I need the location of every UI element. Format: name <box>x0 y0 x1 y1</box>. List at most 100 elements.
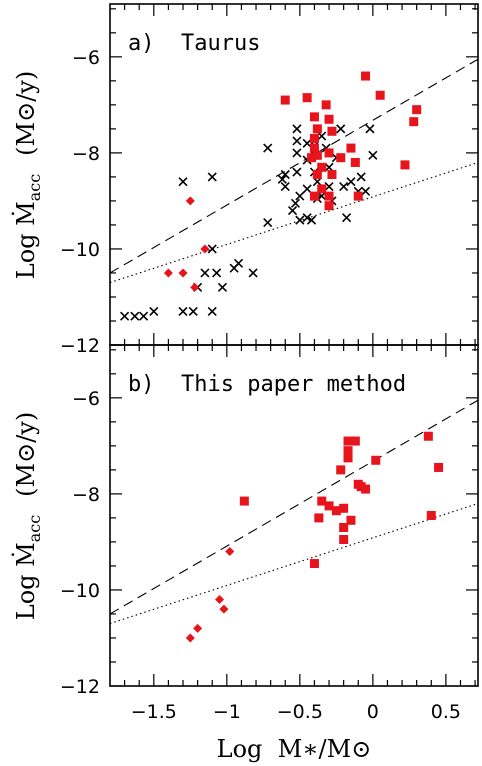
panel-b-square-point <box>309 559 319 569</box>
panel-b-dotted-line <box>109 502 479 625</box>
panel-b-square-point <box>239 496 249 506</box>
panel-a-cross-point <box>233 258 244 268</box>
panel-b-square-point <box>371 455 381 465</box>
panel-a-cross-point <box>263 143 273 153</box>
panel-a-cross-point <box>292 148 302 158</box>
panel-b-square-point <box>361 484 371 494</box>
panel-a-cross-point <box>280 169 290 180</box>
panel-a-cross-point <box>207 306 217 316</box>
panel-b-square-point <box>339 535 349 545</box>
panel-b-square-point <box>331 506 341 516</box>
panel-a-square-point <box>307 153 317 163</box>
panel-b-square-point <box>434 462 444 472</box>
panel-a-cross-point <box>368 150 378 160</box>
panel-b-square-point <box>343 453 353 463</box>
panel-b-diamond-point <box>193 623 203 633</box>
panel-b-x-tick-label: 0.5 <box>431 701 461 723</box>
x-axis-title: Log M∗/M⊙ <box>217 735 372 763</box>
panel-b-square-point <box>343 446 353 456</box>
panel-a-cross-point <box>277 174 287 184</box>
y-axis-title-b-text: Log Ṁacc (M⊙/y) <box>11 412 44 620</box>
panel-b-x-tick-label: −1.5 <box>131 701 177 723</box>
panel-a-cross-point <box>130 311 140 321</box>
panel-a-cross-point <box>324 181 334 192</box>
panel-a-diamond-point <box>163 268 173 278</box>
panel-a-cross-point <box>120 311 130 321</box>
panel-a-cross-point <box>149 306 159 316</box>
panel-b-diamond-point <box>219 604 229 614</box>
panel-a-square-point <box>312 170 322 179</box>
panel-a-square-point <box>280 95 290 105</box>
panel-a-square-point <box>409 117 419 127</box>
panel-b-square-point <box>314 513 324 523</box>
panel-a-cross-point <box>295 191 305 201</box>
panel-a-cross-point <box>324 162 334 172</box>
panel-a-cross-point <box>178 177 188 187</box>
panel-b-x-tick-label: −0.5 <box>277 701 323 723</box>
panel-a: −12 −10 −8 −6 a) Taurus <box>60 3 479 357</box>
panel-a-square-point <box>324 148 334 158</box>
panel-a-square-point <box>309 112 319 122</box>
panel-a-square-point <box>361 71 371 81</box>
panel-b-diamond-point <box>185 633 195 643</box>
panel-b-square-point <box>343 436 353 446</box>
panel-a-square-point <box>312 150 322 160</box>
y-axis-title-a-main: Log Ṁ <box>11 201 40 279</box>
y-axis-title-b-unit: (M⊙/y) <box>12 412 40 497</box>
panel-a-square-point <box>317 184 327 194</box>
panel-a-cross-point <box>356 172 366 182</box>
panel-a-cross-point <box>295 215 305 225</box>
panel-a-cross-point <box>287 205 298 216</box>
y-axis-title-a-sub: acc <box>25 174 44 202</box>
panel-b-dashed-line <box>109 399 479 615</box>
panel-b-square-point <box>336 465 346 475</box>
panel-a-cross-point <box>302 184 312 194</box>
panel-a-y-tick-label: −6 <box>72 47 100 69</box>
panel-a-cross-point <box>292 167 302 177</box>
panel-a-square-point <box>400 160 410 170</box>
panel-b-y-tick-label: −8 <box>72 484 100 506</box>
panel-b: −1.5 −1 −0.5 0 0.5 −12 −10 −8 −6 b) This paper m… <box>60 344 479 723</box>
panel-a-diamond-point <box>190 282 200 292</box>
panel-a-square-point <box>312 124 322 134</box>
panel-b-diamond-point <box>215 595 225 605</box>
panel-a-cross-point <box>207 244 217 254</box>
panel-a-cross-point <box>178 306 188 316</box>
y-axis-title-b-main: Log Ṁ <box>11 542 40 620</box>
y-axis-title-a-text: Log Ṁacc (M⊙/y) <box>11 71 44 279</box>
panel-b-square-point <box>339 523 349 533</box>
panel-a-cross-point <box>306 215 317 225</box>
panel-a-square-point <box>324 201 334 211</box>
panel-a-square-point <box>375 90 385 100</box>
panel-a-cross-point <box>212 268 222 278</box>
panel-a-y-tick-label: −12 <box>60 335 100 357</box>
panel-a-square-point <box>336 153 346 163</box>
panel-a-square-point <box>353 191 363 201</box>
panel-b-frame <box>109 344 479 687</box>
panel-b-content: −1.5 −1 −0.5 0 0.5 −12 −10 −8 −6 <box>60 345 479 723</box>
panel-a-cross-point <box>360 186 371 196</box>
panel-a-diamond-point <box>185 196 195 206</box>
panel-a-square-point <box>324 191 334 201</box>
panel-a-cross-point <box>217 282 228 292</box>
panel-b-square-point <box>324 501 334 511</box>
y-axis-title-b: Log Ṁacc (M⊙/y) <box>11 412 44 620</box>
panel-a-diamond-point <box>178 268 188 278</box>
panel-a-cross-point <box>292 124 302 134</box>
panel-a-square-point <box>412 105 422 115</box>
panel-a-square-point <box>346 143 356 153</box>
panel-a-cross-point <box>317 191 327 201</box>
panel-a-cross-point <box>312 177 322 187</box>
panel-a-cross-point <box>263 217 273 228</box>
panel-b-square-point <box>346 515 356 525</box>
panel-a-cross-point <box>200 268 210 278</box>
panel-a-cross-point <box>302 138 312 148</box>
panel-a-cross-point <box>207 172 217 182</box>
panel-a-square-point <box>327 170 337 179</box>
panel-b-x-tick-label: 0 <box>367 701 379 723</box>
panel-a-cross-point <box>346 177 356 187</box>
panel-a-square-point <box>302 93 312 103</box>
panel-a-dashed-line <box>109 58 479 274</box>
panel-b-y-tick-label: −10 <box>60 580 100 602</box>
panel-a-label: a) Taurus <box>128 31 260 56</box>
